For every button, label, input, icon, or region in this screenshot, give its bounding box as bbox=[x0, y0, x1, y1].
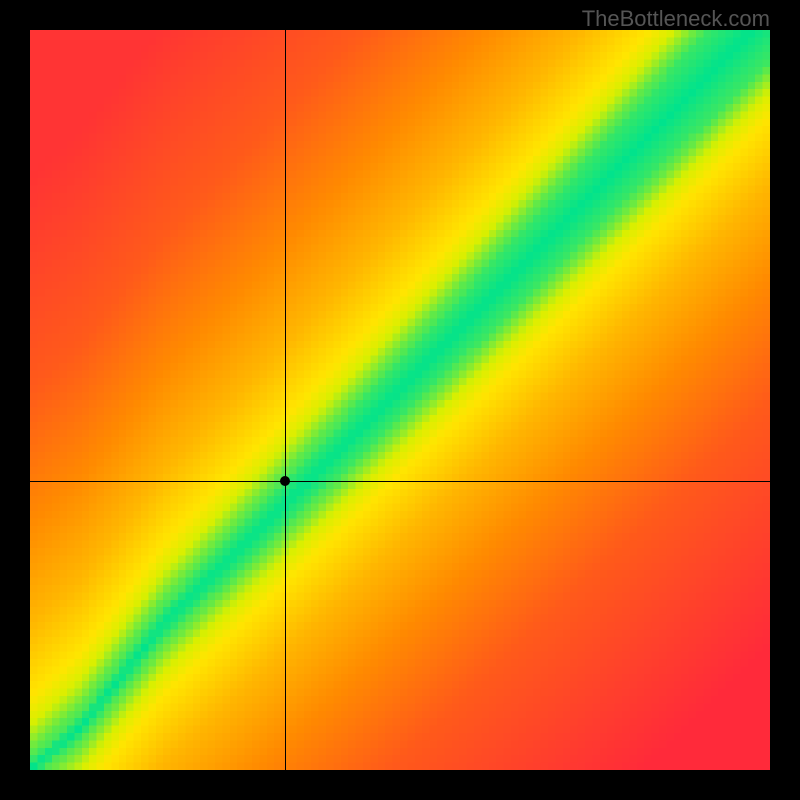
crosshair-vertical bbox=[285, 30, 286, 770]
crosshair-horizontal bbox=[30, 481, 770, 482]
crosshair-dot bbox=[280, 476, 290, 486]
heatmap-canvas bbox=[30, 30, 770, 770]
page-container: TheBottleneck.com bbox=[0, 0, 800, 800]
heatmap-chart bbox=[30, 30, 770, 770]
watermark-text: TheBottleneck.com bbox=[582, 6, 770, 32]
